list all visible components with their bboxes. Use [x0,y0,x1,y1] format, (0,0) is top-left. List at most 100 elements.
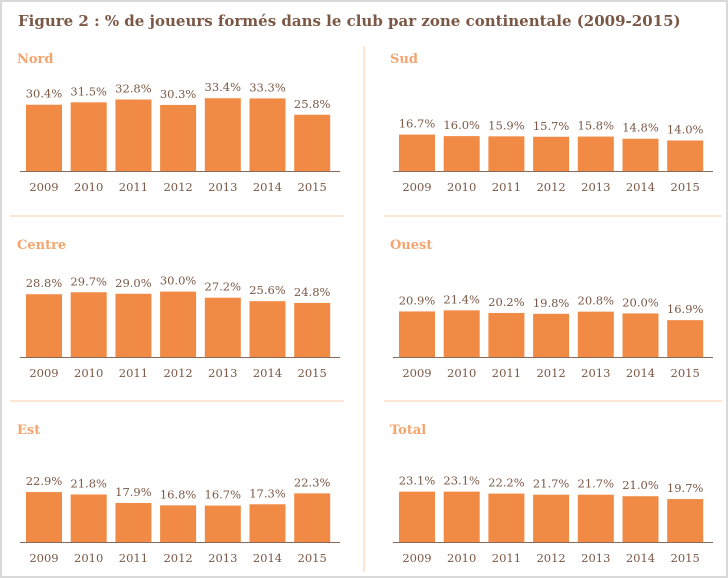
panel-title: Nord [17,52,54,67]
bar [26,294,62,357]
bar [577,494,614,542]
bar [533,494,570,542]
x-tick-label: 2014 [626,551,655,565]
data-label: 20.8% [578,294,615,308]
x-tick-label: 2010 [74,180,103,194]
data-label: 29.0% [115,276,152,290]
bar [26,492,62,542]
x-tick-label: 2010 [74,366,103,380]
bar [115,293,152,357]
data-label: 23.1% [443,474,480,488]
bar [160,291,197,357]
bar [399,311,435,357]
bar [204,98,241,171]
data-label: 21.0% [622,478,659,492]
x-tick-label: 2011 [492,551,521,565]
panel-nord: Nord 30.4% 2009 31.5% 2010 32.8% 2011 30.3% 2012… [17,52,340,194]
data-label: 14.8% [622,121,659,135]
data-label: 20.9% [399,293,436,307]
bar [399,491,435,542]
data-label: 16.7% [205,488,242,502]
panel-title: Total [390,423,426,438]
x-tick-label: 2010 [447,180,476,194]
x-tick-label: 2011 [492,366,521,380]
data-label: 22.9% [26,474,63,488]
x-tick-label: 2013 [208,180,237,194]
x-tick-label: 2009 [402,180,431,194]
data-label: 22.3% [294,475,331,489]
x-tick-label: 2012 [536,551,565,565]
data-label: 33.4% [205,80,242,94]
data-label: 17.3% [249,486,286,500]
bar [160,505,197,542]
data-label: 32.8% [115,81,152,95]
x-tick-label: 2013 [208,551,237,565]
bar [26,104,62,171]
bar [204,297,241,357]
x-tick-label: 2013 [581,366,610,380]
data-label: 30.3% [160,87,197,101]
data-label: 24.8% [294,285,331,299]
bar [488,493,525,542]
bar [488,136,525,171]
bar [622,496,659,542]
x-tick-label: 2012 [536,366,565,380]
bar [70,292,107,357]
data-label: 25.6% [249,283,286,297]
data-label: 20.2% [488,295,525,309]
data-label: 21.7% [578,477,615,491]
data-label: 33.3% [249,80,286,94]
bar [115,502,152,542]
x-tick-label: 2010 [447,366,476,380]
panel-title: Sud [390,52,418,67]
x-tick-label: 2013 [208,366,237,380]
panel-ouest: Ouest 20.9% 2009 21.4% 2010 20.2% 2011 19.8% 201… [390,238,713,380]
panel-title: Est [17,423,40,438]
bar [622,138,659,171]
x-tick-label: 2012 [163,180,192,194]
bar [249,301,286,357]
x-tick-label: 2009 [29,551,58,565]
x-tick-label: 2009 [29,180,58,194]
bar [294,493,331,542]
bar [577,136,614,171]
bar [70,494,107,542]
data-label: 30.4% [26,87,63,101]
x-tick-label: 2010 [74,551,103,565]
x-tick-label: 2014 [626,366,655,380]
x-tick-label: 2014 [253,180,282,194]
bar [204,505,241,542]
x-tick-label: 2011 [492,180,521,194]
data-label: 25.8% [294,97,331,111]
bar [115,99,152,171]
data-label: 19.8% [533,296,570,310]
bar [443,136,480,171]
bar [294,114,331,171]
data-label: 16.7% [399,117,436,131]
data-label: 16.0% [443,118,480,132]
x-tick-label: 2011 [119,180,148,194]
x-tick-label: 2009 [29,366,58,380]
x-tick-label: 2012 [163,366,192,380]
x-tick-label: 2014 [626,180,655,194]
bar [577,311,614,357]
bar [533,136,570,171]
panel-title: Ouest [390,238,432,253]
data-label: 17.9% [115,485,152,499]
dividers [10,46,722,572]
x-tick-label: 2014 [253,551,282,565]
data-label: 21.4% [443,292,480,306]
data-label: 14.0% [667,122,704,136]
bar [249,98,286,171]
bar [443,310,480,357]
x-tick-label: 2015 [671,551,700,565]
data-label: 15.9% [488,118,525,132]
panel-est: Est 22.9% 2009 21.8% 2010 17.9% 2011 16.8% 2012 1… [17,423,340,565]
data-label: 15.8% [578,119,615,133]
data-label: 22.2% [488,476,525,490]
bar [160,104,197,171]
data-label: 29.7% [70,274,107,288]
data-label: 23.1% [399,474,436,488]
bar [667,320,704,357]
x-tick-label: 2012 [163,551,192,565]
